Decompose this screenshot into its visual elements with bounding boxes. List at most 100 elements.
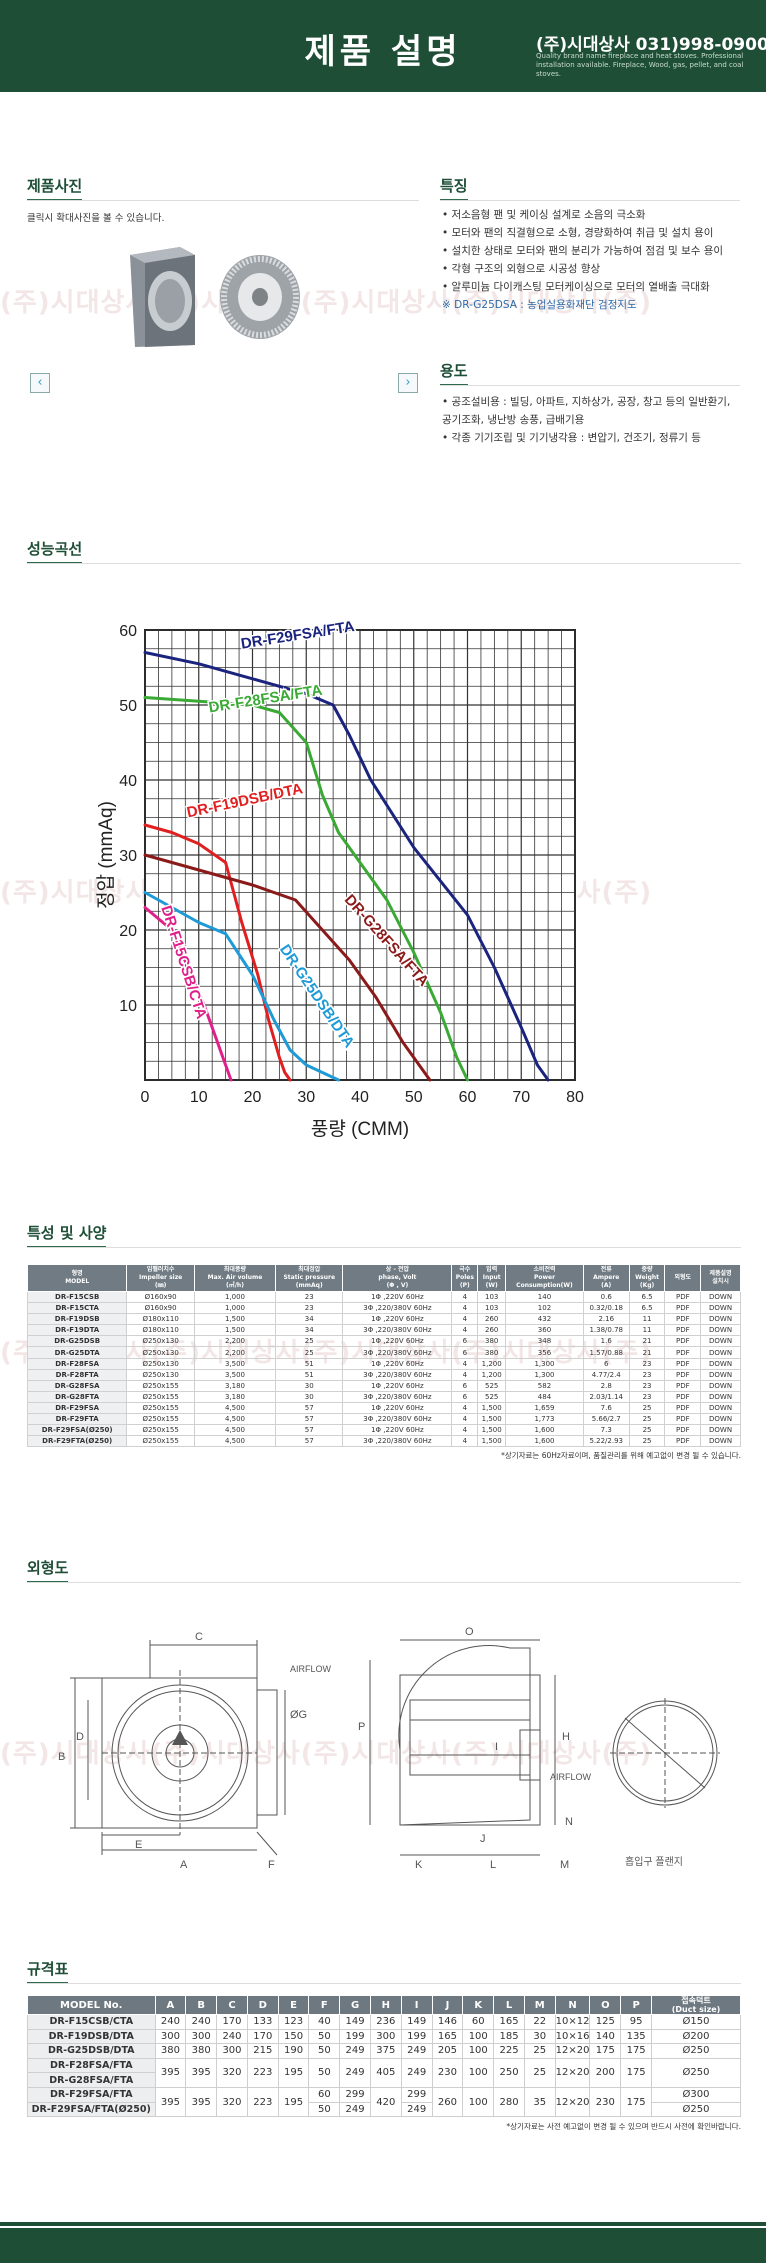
dims-cell: 240 <box>185 2014 218 2030</box>
pdf-link[interactable]: PDF <box>664 1324 702 1337</box>
pdf-link[interactable]: PDF <box>664 1401 702 1415</box>
spec-cell: 1,200 <box>477 1357 507 1370</box>
features-title: 특징 <box>440 175 468 201</box>
download-link[interactable]: DOWN <box>700 1335 741 1348</box>
spec-header-cell: 임펠러치수 Impeller size (㎜) <box>126 1264 195 1292</box>
dim-label-e: E <box>135 1839 142 1851</box>
pdf-link[interactable]: PDF <box>664 1313 702 1326</box>
spec-cell: DR-F28FTA <box>26 1368 128 1381</box>
spec-row: DR-F15CSB Ø160x90 1,000 23 1Φ ,220V 60Hz 4 103… <box>26 1290 741 1304</box>
pdf-link[interactable]: PDF <box>664 1413 702 1426</box>
dims-cell: 50 <box>308 2057 341 2088</box>
outline-title: 외형도 <box>27 1557 69 1583</box>
pdf-link[interactable]: PDF <box>664 1335 702 1348</box>
y-tick-label: 40 <box>119 773 137 790</box>
feature-item: • 설치한 상태로 모터와 팬의 분리가 가능하여 점검 및 보수 용이 <box>442 245 724 257</box>
outline-drawing[interactable]: C B D E A F ØG AIRFLOW P O H I J K L M N… <box>40 1620 740 1890</box>
prev-photo-button[interactable]: ‹ <box>30 373 50 393</box>
spec-cell: 6 <box>451 1390 479 1403</box>
spec-cell: 1,200 <box>477 1368 507 1381</box>
spec-cell: 2,200 <box>193 1346 277 1359</box>
pdf-link[interactable]: PDF <box>664 1290 702 1304</box>
spec-cell: 51 <box>275 1357 344 1370</box>
dims-cell: 249 <box>400 2101 433 2118</box>
download-link[interactable]: DOWN <box>700 1413 741 1426</box>
download-link[interactable]: DOWN <box>700 1390 741 1403</box>
feature-item: • 모터와 팬의 직결형으로 소형, 경량화하여 취급 및 설치 용이 <box>442 227 714 239</box>
download-link[interactable]: DOWN <box>700 1357 741 1370</box>
dims-header-cell: M <box>523 1995 556 2015</box>
spec-cell: 1.57/0.88 <box>582 1346 630 1359</box>
performance-section: 성능곡선 <box>27 538 83 564</box>
dim-label-a: A <box>180 1859 188 1871</box>
spec-cell: DR-F29FSA(Ø250) <box>26 1424 128 1437</box>
download-link[interactable]: DOWN <box>700 1302 741 1315</box>
dims-cell: 170 <box>216 2014 248 2030</box>
dims-cell: 205 <box>431 2043 464 2059</box>
spec-cell: 25 <box>275 1335 344 1348</box>
x-tick-label: 0 <box>141 1089 150 1106</box>
download-link[interactable]: DOWN <box>700 1324 741 1337</box>
download-link[interactable]: DOWN <box>700 1368 741 1381</box>
spec-cell: 1Φ ,220V 60Hz <box>342 1424 453 1437</box>
spec-cell: 1,600 <box>505 1435 584 1448</box>
download-link[interactable]: DOWN <box>700 1401 741 1415</box>
spec-row: DR-F29FSA(Ø250) Ø250x155 4,500 57 1Φ ,220V 6… <box>26 1424 741 1437</box>
download-link[interactable]: DOWN <box>700 1290 741 1304</box>
dims-cell: 380 <box>154 2043 187 2059</box>
dim-label-l: L <box>490 1859 496 1871</box>
pdf-link[interactable]: PDF <box>664 1346 702 1359</box>
download-link[interactable]: DOWN <box>700 1435 741 1448</box>
dims-cell: 165 <box>431 2028 464 2045</box>
y-tick-label: 20 <box>119 923 137 940</box>
dim-label-g: ØG <box>290 1709 307 1721</box>
dims-section: 규격표 <box>27 1958 69 1984</box>
dims-cell: 185 <box>493 2028 525 2045</box>
photo-section: 제품사진 <box>27 175 83 201</box>
dims-cell: 12×20 <box>554 2086 591 2118</box>
spec-cell: 3,180 <box>193 1379 277 1392</box>
spec-cell: Ø160x90 <box>126 1302 195 1315</box>
dims-cell: 199 <box>400 2028 433 2045</box>
pdf-link[interactable]: PDF <box>664 1435 702 1448</box>
pdf-link[interactable]: PDF <box>664 1368 702 1381</box>
pdf-link[interactable]: PDF <box>664 1302 702 1315</box>
spec-cell: 360 <box>505 1324 584 1337</box>
pdf-link[interactable]: PDF <box>664 1357 702 1370</box>
dims-cell: DR-F19DSB/DTA <box>27 2028 156 2045</box>
next-photo-button[interactable]: › <box>398 373 418 393</box>
product-photo[interactable] <box>120 235 310 355</box>
pdf-link[interactable]: PDF <box>664 1424 702 1437</box>
dims-cell: 395 <box>185 2086 218 2118</box>
spec-cell: 525 <box>477 1379 507 1392</box>
spec-header-cell: 입력 Input (W) <box>477 1264 507 1292</box>
download-link[interactable]: DOWN <box>700 1379 741 1392</box>
performance-chart-svg: 0 10 20 30 40 50 60 70 80 10 20 30 40 50 60 풍량 (CMM) 정압 … <box>95 616 584 1140</box>
spec-cell: 2.8 <box>582 1379 630 1392</box>
spec-cell: Ø250x155 <box>126 1390 195 1403</box>
spec-cell: 260 <box>477 1324 507 1337</box>
spec-row: DR-F28FSA Ø250x130 3,500 51 1Φ ,220V 60Hz 4 1,… <box>26 1357 741 1370</box>
dim-label-o: O <box>465 1626 474 1638</box>
spec-cell: 4 <box>451 1302 479 1315</box>
pdf-link[interactable]: PDF <box>664 1390 702 1403</box>
spec-cell: 23 <box>628 1379 666 1392</box>
dims-header-cell: D <box>246 1995 279 2015</box>
dims-cell: 320 <box>216 2086 248 2118</box>
dims-cell: 146 <box>431 2014 464 2030</box>
spec-header-cell: 전류 Ampere (A) <box>582 1264 630 1292</box>
spec-cell: Ø160x90 <box>126 1290 195 1304</box>
spec-cell: 103 <box>477 1290 507 1304</box>
spec-cell: 484 <box>505 1390 584 1403</box>
pdf-link[interactable]: PDF <box>664 1379 702 1392</box>
dims-cell: 149 <box>400 2014 433 2030</box>
x-tick-label: 10 <box>190 1089 208 1106</box>
download-link[interactable]: DOWN <box>700 1424 741 1437</box>
spec-cell: 6.5 <box>628 1290 666 1304</box>
spec-cell: 348 <box>505 1335 584 1348</box>
dims-cell: 12×20 <box>554 2043 591 2059</box>
dims-header-cell: C <box>216 1995 248 2015</box>
download-link[interactable]: DOWN <box>700 1313 741 1326</box>
series-line-2 <box>143 823 292 1082</box>
download-link[interactable]: DOWN <box>700 1346 741 1359</box>
